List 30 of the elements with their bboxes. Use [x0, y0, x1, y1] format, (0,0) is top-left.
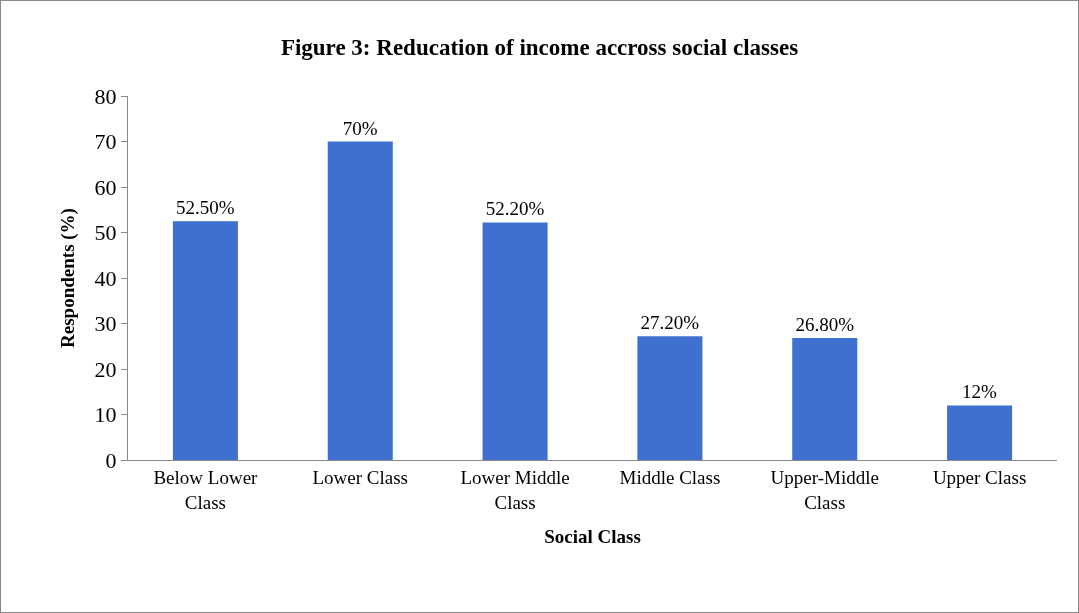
x-tick-label: Below Lower Class	[153, 466, 259, 513]
data-label: 52.20%	[485, 198, 545, 220]
data-label: 12%	[962, 381, 998, 403]
x-tick-label: Middle Class	[619, 466, 721, 488]
y-tick-label: 30	[94, 311, 117, 337]
data-label: 26.80%	[795, 314, 855, 336]
bar	[637, 336, 703, 460]
data-label: 52.50%	[176, 197, 235, 219]
y-tick-label: 60	[94, 174, 117, 200]
y-tick-label: 80	[94, 83, 117, 109]
y-tick-label: 0	[105, 447, 117, 473]
y-tick-label: 10	[94, 402, 117, 428]
y-tick-label: 50	[94, 220, 117, 246]
x-axis-title: Social Class	[544, 526, 641, 548]
bar	[792, 338, 858, 460]
y-tick-label: 70	[94, 129, 117, 155]
x-tick-label: Lower Class	[312, 466, 409, 488]
bar	[482, 222, 548, 460]
y-axis-title: Respondents (%)	[57, 208, 80, 348]
data-label: 70%	[342, 117, 378, 139]
bar	[947, 405, 1013, 460]
y-tick-label: 20	[94, 356, 117, 382]
data-label: 27.20%	[640, 312, 700, 334]
x-tick-label: Upper-Middle Class	[770, 466, 879, 513]
chart-title: Figure 3: Reducation of income accross social classes	[280, 34, 799, 60]
bar	[172, 221, 238, 460]
x-tick-label: Lower Middle Class	[460, 466, 570, 513]
x-tick-label: Upper Class	[932, 466, 1027, 488]
y-tick-label: 40	[94, 265, 117, 291]
bar	[327, 141, 393, 460]
